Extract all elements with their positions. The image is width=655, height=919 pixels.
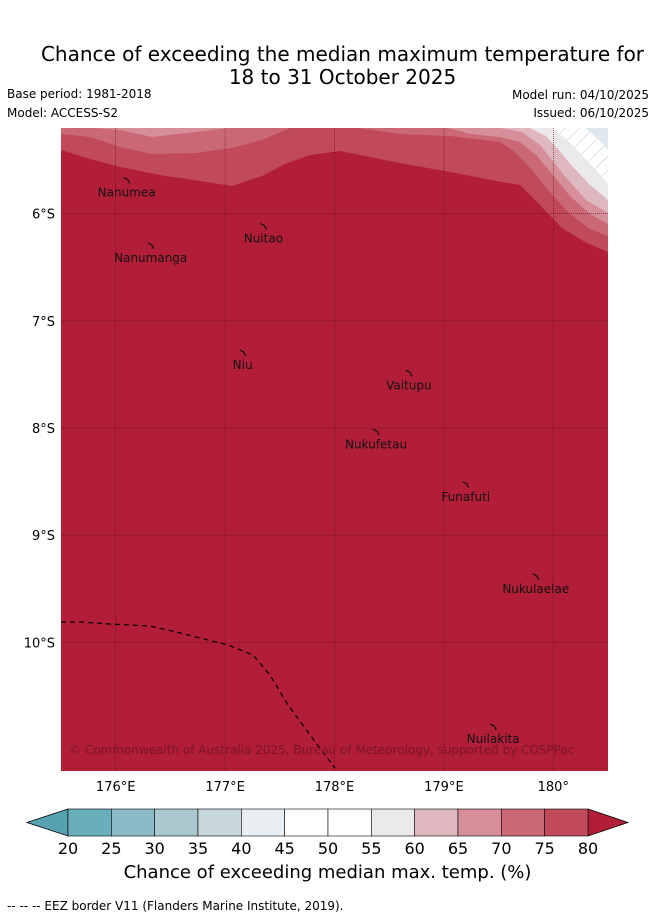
lat-tick-label: 10°S <box>24 636 55 651</box>
colorbar-tick-label: 45 <box>274 839 294 858</box>
colorbar-tick-label: 20 <box>58 839 78 858</box>
colorbar-tick-label: 55 <box>361 839 381 858</box>
colorbar-under-arrow <box>25 808 69 837</box>
island-outline <box>462 481 470 489</box>
colorbar-over-arrow <box>587 808 630 837</box>
island-outline <box>239 349 247 357</box>
probability-band-65-70 <box>94 128 230 137</box>
colorbar-segment <box>327 808 372 837</box>
lon-tick-label: 178°E <box>315 780 355 795</box>
colorbar-title: Chance of exceeding median max. temp. (%… <box>123 862 532 883</box>
island-label: Nukulaelae <box>502 582 569 596</box>
island-outline <box>405 369 413 377</box>
probability-band-70-75 <box>61 128 290 154</box>
colorbar-segment <box>544 808 589 837</box>
probability-field-base <box>61 128 608 771</box>
island-outline <box>489 723 497 731</box>
model-name: Model: ACCESS-S2 <box>7 106 119 120</box>
island-outline <box>372 428 380 436</box>
island-label: Nanumanga <box>114 251 187 265</box>
base-period: Base period: 1981-2018 <box>7 87 152 101</box>
lon-tick-label: 180° <box>538 780 569 795</box>
colorbar-segment <box>284 808 329 837</box>
lat-tick-label: 6°S <box>32 208 55 223</box>
copyright-notice: © Commonwealth of Australia 2025, Bureau… <box>69 743 574 757</box>
island-label: Nanumea <box>98 185 156 199</box>
island-outline <box>123 176 131 184</box>
lat-tick-label: 8°S <box>32 422 55 437</box>
colorbar-tick-label: 25 <box>101 839 121 858</box>
island-label: Nuilakita <box>467 732 520 746</box>
eez-border <box>61 621 336 769</box>
island-label: Nukufetau <box>345 437 407 451</box>
map-area: Nanumea Nuitao Nanumanga Niu Vaitupu Nukufeta… <box>61 128 608 771</box>
lon-tick-label: 179°E <box>424 780 464 795</box>
island-label: Funafuti <box>441 490 490 504</box>
longitude-tick-labels: 176°E 177°E 178°E 179°E 180° <box>96 780 569 795</box>
island-outline <box>532 573 540 581</box>
island-label: Nuitao <box>244 232 283 246</box>
lon-tick-label: 177°E <box>205 780 245 795</box>
colorbar-segment <box>241 808 285 837</box>
model-run: Model run: 04/10/2025 <box>511 88 649 102</box>
colorbar-segment <box>111 808 155 837</box>
islands: Nanumea Nuitao Nanumanga Niu Vaitupu Nukufeta… <box>98 176 569 746</box>
colorbar-segment <box>457 808 502 837</box>
latitude-tick-labels: 6°S 7°S 8°S 9°S 10°S <box>24 208 55 652</box>
island-label: Niu <box>233 358 253 372</box>
chart-title-line2: 18 to 31 October 2025 <box>228 65 457 89</box>
colorbar-segment <box>414 808 459 837</box>
colorbar-segment <box>197 808 242 837</box>
issued-date: Issued: 06/10/2025 <box>533 106 649 120</box>
colorbar-segment <box>501 808 545 837</box>
colorbar-tick-label: 30 <box>144 839 164 858</box>
colorbar-segment <box>67 808 112 837</box>
colorbar-tick-label: 35 <box>188 839 208 858</box>
colorbar-tick-label: 75 <box>534 839 554 858</box>
colorbar-segment <box>154 808 199 837</box>
colorbar-tick-label: 40 <box>231 839 251 858</box>
colorbar-tick-label: 70 <box>491 839 511 858</box>
colorbar: 20 25 30 35 40 45 50 55 60 65 70 75 80 <box>25 808 630 858</box>
lat-tick-label: 7°S <box>32 315 55 330</box>
lon-tick-label: 176°E <box>96 780 136 795</box>
colorbar-tick-label: 60 <box>404 839 424 858</box>
colorbar-tick-label: 50 <box>318 839 338 858</box>
island-outline <box>260 222 267 230</box>
probability-band-45-55 <box>552 128 608 184</box>
colorbar-segment <box>371 808 415 837</box>
probability-band-40-45 <box>585 128 608 150</box>
eez-footnote: -- -- -- EEZ border V11 (Flanders Marine… <box>7 899 344 913</box>
colorbar-tick-label: 80 <box>578 839 598 858</box>
chart-title-line1: Chance of exceeding the median maximum t… <box>40 42 645 66</box>
probability-band-75-80 <box>61 128 608 252</box>
island-label: Vaitupu <box>386 378 432 392</box>
colorbar-tick-label: 65 <box>448 839 468 858</box>
island-outline <box>147 242 155 250</box>
lat-tick-label: 9°S <box>32 529 55 544</box>
